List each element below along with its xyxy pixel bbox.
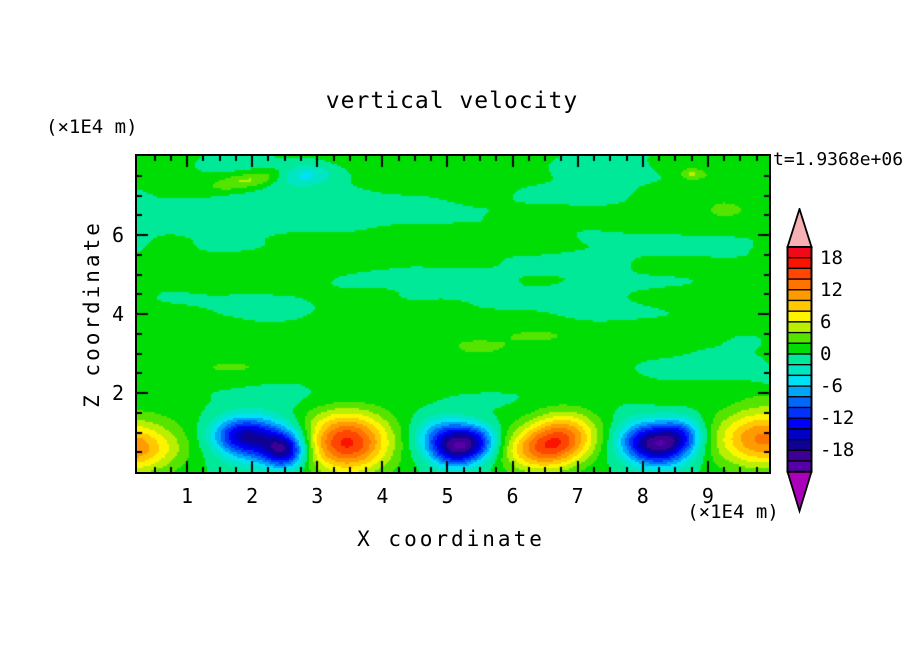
colorbar-segment xyxy=(786,374,813,387)
colorbar-segment xyxy=(786,267,813,280)
colorbar-tick-label: 18 xyxy=(820,246,843,269)
colorbar-segment xyxy=(786,428,813,441)
colorbar-segment xyxy=(786,460,813,473)
colorbar-segment xyxy=(786,417,813,430)
x-tick-label: 7 xyxy=(571,484,584,508)
colorbar-over-arrow xyxy=(786,206,813,248)
colorbar-tick-label: -18 xyxy=(820,439,855,462)
x-axis-title: X coordinate xyxy=(357,527,545,551)
colorbar-segment xyxy=(786,364,813,377)
x-tick-label: 4 xyxy=(376,484,389,508)
x-tick-label: 8 xyxy=(636,484,649,508)
plot-title: vertical velocity xyxy=(325,88,579,114)
colorbar-svg xyxy=(786,206,813,515)
y-tick-label: 4 xyxy=(111,302,124,326)
colorbar-segment xyxy=(786,278,813,291)
x-tick-label: 2 xyxy=(246,484,259,508)
contour-plot-canvas xyxy=(137,156,769,472)
colorbar-segment xyxy=(786,438,813,451)
x-tick-label: 3 xyxy=(311,484,324,508)
colorbar xyxy=(786,206,814,518)
x-axis-unit-label: (×1E4 m) xyxy=(687,501,779,523)
colorbar-segment xyxy=(786,449,813,462)
colorbar-segment xyxy=(786,310,813,323)
colorbar-segment xyxy=(786,396,813,409)
plot-frame xyxy=(135,154,771,474)
colorbar-segment xyxy=(786,385,813,398)
colorbar-segment xyxy=(786,289,813,302)
colorbar-segment xyxy=(786,331,813,344)
x-tick-label: 5 xyxy=(441,484,454,508)
x-tick-label: 9 xyxy=(701,484,714,508)
colorbar-segment xyxy=(786,406,813,419)
colorbar-outline xyxy=(786,246,813,473)
colorbar-tick-label: 6 xyxy=(820,310,832,333)
x-tick-label: 6 xyxy=(506,484,519,508)
x-tick-label: 1 xyxy=(181,484,194,508)
y-tick-label: 2 xyxy=(111,381,124,405)
colorbar-segment xyxy=(786,246,813,259)
colorbar-segment xyxy=(786,257,813,270)
colorbar-segment xyxy=(786,299,813,312)
colorbar-tick-label: 0 xyxy=(820,343,832,365)
colorbar-segment xyxy=(786,342,813,355)
colorbar-tick-label: 12 xyxy=(820,278,843,301)
colorbar-segment xyxy=(786,321,813,334)
colorbar-under-arrow xyxy=(786,470,813,515)
y-axis-unit-label: (×1E4 m) xyxy=(46,116,138,138)
y-tick-label: 6 xyxy=(111,223,124,247)
colorbar-tick-label: -6 xyxy=(820,375,843,398)
timestamp-label: t=1.9368e+06 xyxy=(773,149,904,170)
colorbar-segment xyxy=(786,353,813,366)
colorbar-tick-label: -12 xyxy=(820,407,855,430)
